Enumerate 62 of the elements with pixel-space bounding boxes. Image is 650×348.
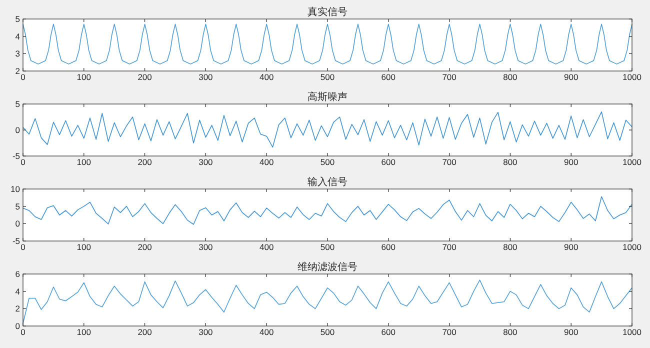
x-tick-label: 900	[564, 157, 578, 167]
x-tick-label: 200	[138, 327, 152, 337]
line-series	[22, 24, 632, 64]
line-series	[22, 280, 632, 324]
x-tick-label: 600	[381, 157, 396, 167]
x-tick-label: 500	[320, 157, 335, 167]
y-tick-label: 6	[15, 269, 20, 279]
y-tick-label: 3	[15, 48, 20, 59]
x-tick-label: 600	[381, 72, 396, 82]
y-tick-label: 2	[15, 304, 20, 314]
y-tick-label: 0	[15, 218, 20, 229]
x-tick-label: 800	[503, 72, 518, 82]
chart-title: 输入信号	[308, 176, 348, 188]
x-tick-label: 400	[260, 242, 274, 252]
x-tick-label: 100	[76, 242, 92, 252]
x-tick-label: 300	[198, 72, 214, 82]
x-tick-label: 600	[381, 242, 396, 252]
x-tick-label: 300	[198, 327, 214, 337]
x-tick-label: 900	[564, 242, 578, 252]
x-tick-label: 200	[138, 242, 152, 252]
x-tick-label: 400	[260, 157, 274, 167]
line-series	[22, 196, 632, 225]
x-tick-label: 700	[442, 72, 457, 82]
x-tick-label: 100	[76, 327, 92, 337]
x-tick-label: 500	[320, 242, 335, 252]
x-tick-label: 900	[564, 72, 578, 82]
y-tick-label: 4	[15, 31, 20, 42]
x-tick-label: 800	[503, 157, 518, 167]
x-tick-label: 200	[138, 72, 152, 82]
line-series	[22, 111, 632, 148]
y-tick-label: 0	[15, 125, 20, 135]
x-tick-label: 800	[503, 242, 518, 252]
y-tick-label: -5	[12, 236, 20, 246]
x-tick-label: 900	[564, 327, 578, 337]
y-tick-label: 5	[15, 14, 20, 24]
x-tick-label: 100	[76, 157, 92, 167]
chart-title: 真实信号	[308, 6, 348, 18]
x-tick-label: 800	[503, 327, 518, 337]
x-tick-label: 400	[260, 72, 274, 82]
x-tick-label: 100	[76, 72, 92, 82]
chart-title: 维纳滤波信号	[298, 261, 358, 273]
y-tick-label: 10	[10, 184, 20, 194]
y-tick-label: 2	[15, 66, 20, 76]
x-tick-label: 1000	[622, 327, 642, 337]
x-tick-label: 500	[320, 72, 335, 82]
x-tick-label: 300	[198, 242, 214, 252]
y-tick-label: -5	[12, 151, 20, 161]
chart-title: 高斯噪声	[308, 91, 348, 103]
x-tick-label: 1000	[622, 157, 642, 167]
x-tick-label: 300	[198, 157, 214, 167]
x-tick-label: 400	[260, 327, 274, 337]
x-tick-label: 200	[138, 157, 152, 167]
x-tick-label: 1000	[622, 242, 642, 252]
y-tick-label: 5	[15, 201, 20, 212]
x-tick-label: 700	[442, 157, 457, 167]
x-tick-label: 500	[320, 327, 335, 337]
x-tick-label: 700	[442, 242, 457, 252]
y-tick-label: 5	[15, 99, 20, 109]
x-tick-label: 1000	[622, 72, 642, 82]
x-tick-label: 700	[442, 327, 457, 337]
x-tick-label: 600	[381, 327, 396, 337]
y-tick-label: 4	[15, 286, 20, 296]
